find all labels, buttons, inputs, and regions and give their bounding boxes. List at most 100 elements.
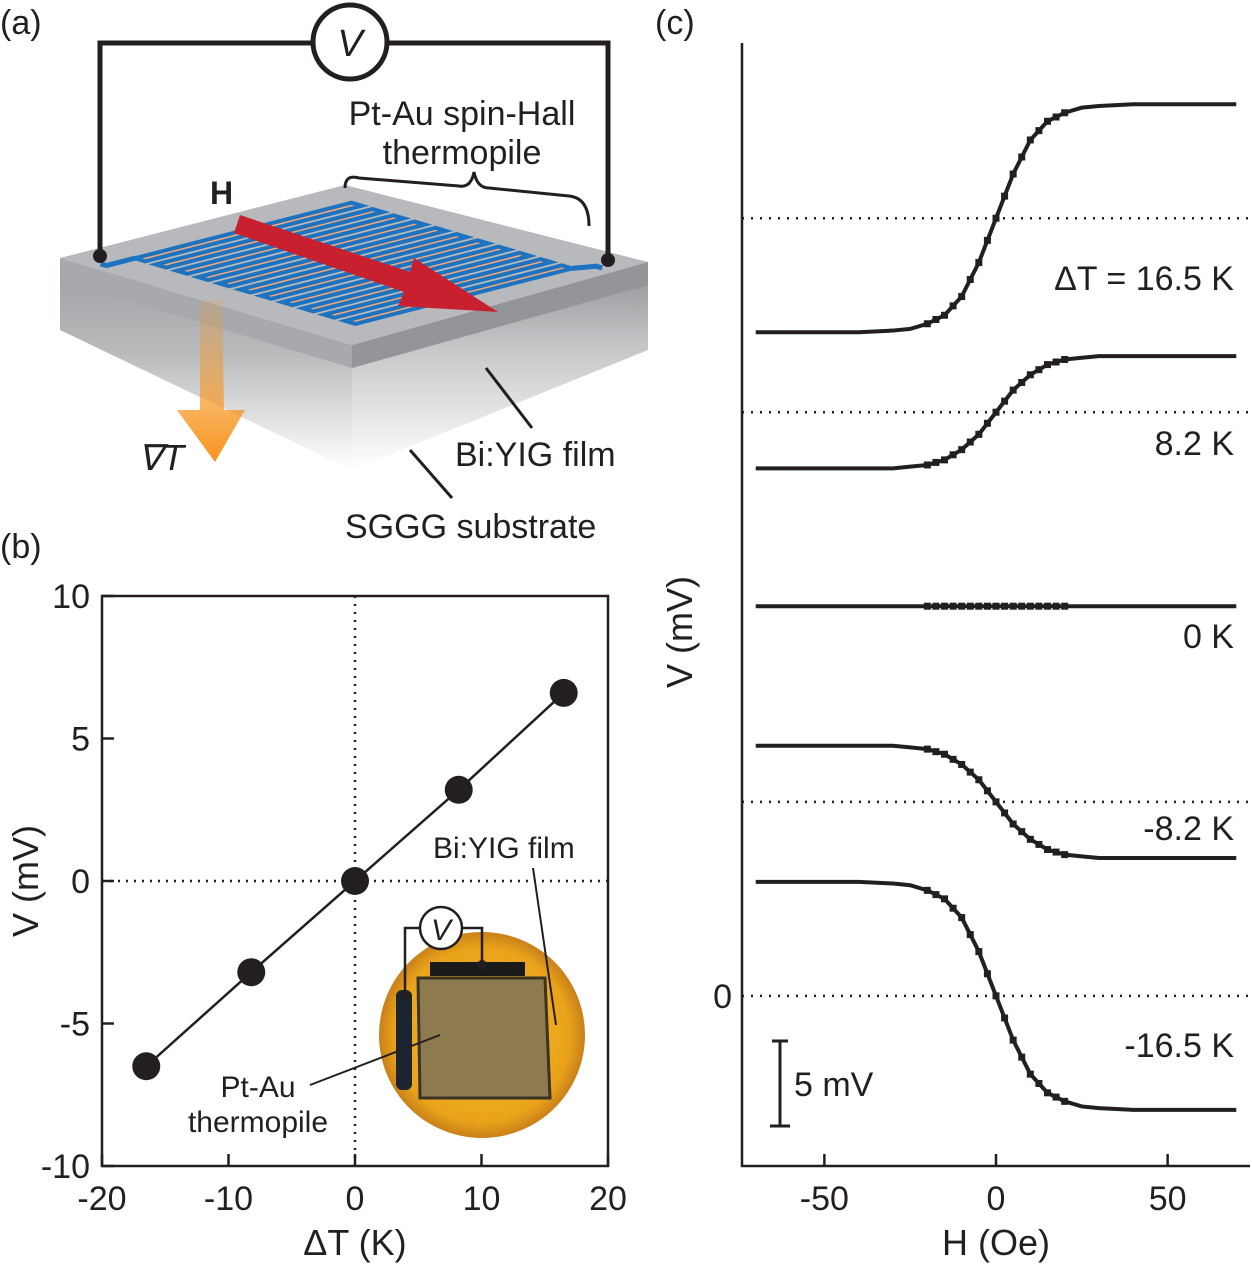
- inset-thermopile-label-1: Pt-Au: [220, 1071, 295, 1104]
- y-tick-label: 10: [52, 578, 90, 616]
- slab-side-face: [352, 262, 648, 470]
- x-tick-label: 0: [346, 1180, 365, 1218]
- data-point: [1052, 358, 1060, 366]
- data-point: [1061, 851, 1069, 859]
- data-point: [958, 914, 966, 922]
- data-point: [966, 768, 974, 776]
- contact-right: [601, 253, 615, 267]
- data-point: [1026, 835, 1034, 843]
- data-point: [1043, 602, 1051, 610]
- data-point: [1061, 109, 1069, 117]
- data-point: [1035, 840, 1043, 848]
- data-point: [1001, 397, 1009, 405]
- x-tick-label: -20: [77, 1180, 126, 1218]
- wire-left: [97, 40, 313, 256]
- series-label: -8.2 K: [1143, 810, 1234, 848]
- film-label: Bi:YIG film: [455, 436, 616, 474]
- data-point: [949, 602, 957, 610]
- bi-yig-film-edge-right: [352, 262, 648, 368]
- data-point: [1061, 355, 1069, 363]
- inset-wire-left: [403, 926, 420, 995]
- panel-c-chart: (c) -50 0 50 0 ΔT = 16.5 K 8.2 K 0 K -8.2 K -16…: [655, 4, 1250, 1263]
- data-point: [949, 755, 957, 763]
- x-tick-label: 20: [589, 1180, 627, 1218]
- data-point: [1026, 1070, 1034, 1078]
- x-tick-label: 50: [1149, 1180, 1187, 1218]
- data-point: [1061, 602, 1069, 610]
- voltmeter-label: V: [337, 23, 366, 65]
- data-point: [1009, 170, 1017, 178]
- series-label: -16.5 K: [1124, 1027, 1234, 1065]
- wire-right: [387, 40, 611, 260]
- data-point: [1026, 136, 1034, 144]
- inset-contact-right: [477, 960, 487, 970]
- data-point: [1018, 828, 1026, 836]
- data-point: [966, 438, 974, 446]
- field-arrow: [234, 215, 498, 312]
- x-tick-label: -10: [204, 1180, 253, 1218]
- data-point: [923, 602, 931, 610]
- data-point: [958, 293, 966, 301]
- axes-c: [740, 43, 1250, 1168]
- data-point: [992, 408, 1000, 416]
- x-tick-label: -50: [800, 1180, 849, 1218]
- panel-b-label: (b): [0, 528, 42, 566]
- data-point: [1001, 809, 1009, 817]
- substrate-pointer: [408, 449, 454, 499]
- lead-right: [571, 263, 603, 271]
- x-axis-label-c: H (Oe): [942, 1222, 1050, 1263]
- data-point: [1018, 602, 1026, 610]
- data-point: [1026, 602, 1034, 610]
- panel-c-label: (c): [655, 4, 695, 42]
- data-point: [1001, 1014, 1009, 1022]
- data-point: [932, 891, 940, 899]
- data-point: [923, 461, 931, 469]
- y-tick-label: -5: [60, 1006, 90, 1044]
- inset-film-pointer: [532, 867, 557, 1026]
- gradient-label: ∇T: [138, 437, 187, 478]
- data-point: [966, 931, 974, 939]
- sample-photo-inset: V Bi:YIG film Pt-Au thermopile: [188, 832, 585, 1139]
- data-point: [958, 760, 966, 768]
- data-point: [983, 970, 991, 978]
- data-point: [941, 311, 949, 319]
- data-point: [1009, 386, 1017, 394]
- data-point: [923, 886, 931, 894]
- x-tick-label: 10: [463, 1180, 501, 1218]
- data-point: [549, 678, 578, 707]
- thermopile-label-2: thermopile: [383, 134, 542, 172]
- data-point: [1009, 820, 1017, 828]
- data-point: [1035, 1079, 1043, 1087]
- data-point: [983, 236, 991, 244]
- data-point: [983, 419, 991, 427]
- data-point: [1018, 378, 1026, 386]
- series-label: 0 K: [1183, 618, 1234, 656]
- data-point: [1018, 1053, 1026, 1061]
- data-point: [1018, 153, 1026, 161]
- inset-wire-right: [462, 926, 484, 965]
- data-point: [932, 602, 940, 610]
- data-point: [1052, 848, 1060, 856]
- data-point: [1009, 1036, 1017, 1044]
- thermopile-brace: [343, 171, 591, 227]
- x-axis-label-b: ΔT (K): [303, 1222, 406, 1263]
- data-point: [1061, 1097, 1069, 1105]
- data-point: [975, 776, 983, 784]
- data-point: [923, 745, 931, 753]
- data-point: [966, 602, 974, 610]
- data-point: [949, 302, 957, 310]
- data-point: [932, 458, 940, 466]
- data-point: [341, 867, 369, 895]
- y-tick-label: -10: [41, 1148, 90, 1186]
- substrate-label: SGGG substrate: [345, 508, 596, 546]
- y-tick-label: 5: [71, 721, 90, 759]
- data-point: [1035, 366, 1043, 374]
- data-point: [949, 451, 957, 459]
- thermopile-area: [416, 976, 552, 1100]
- y-zero-label: 0: [713, 978, 732, 1016]
- contact-left: [93, 249, 107, 263]
- field-label: H: [210, 175, 233, 211]
